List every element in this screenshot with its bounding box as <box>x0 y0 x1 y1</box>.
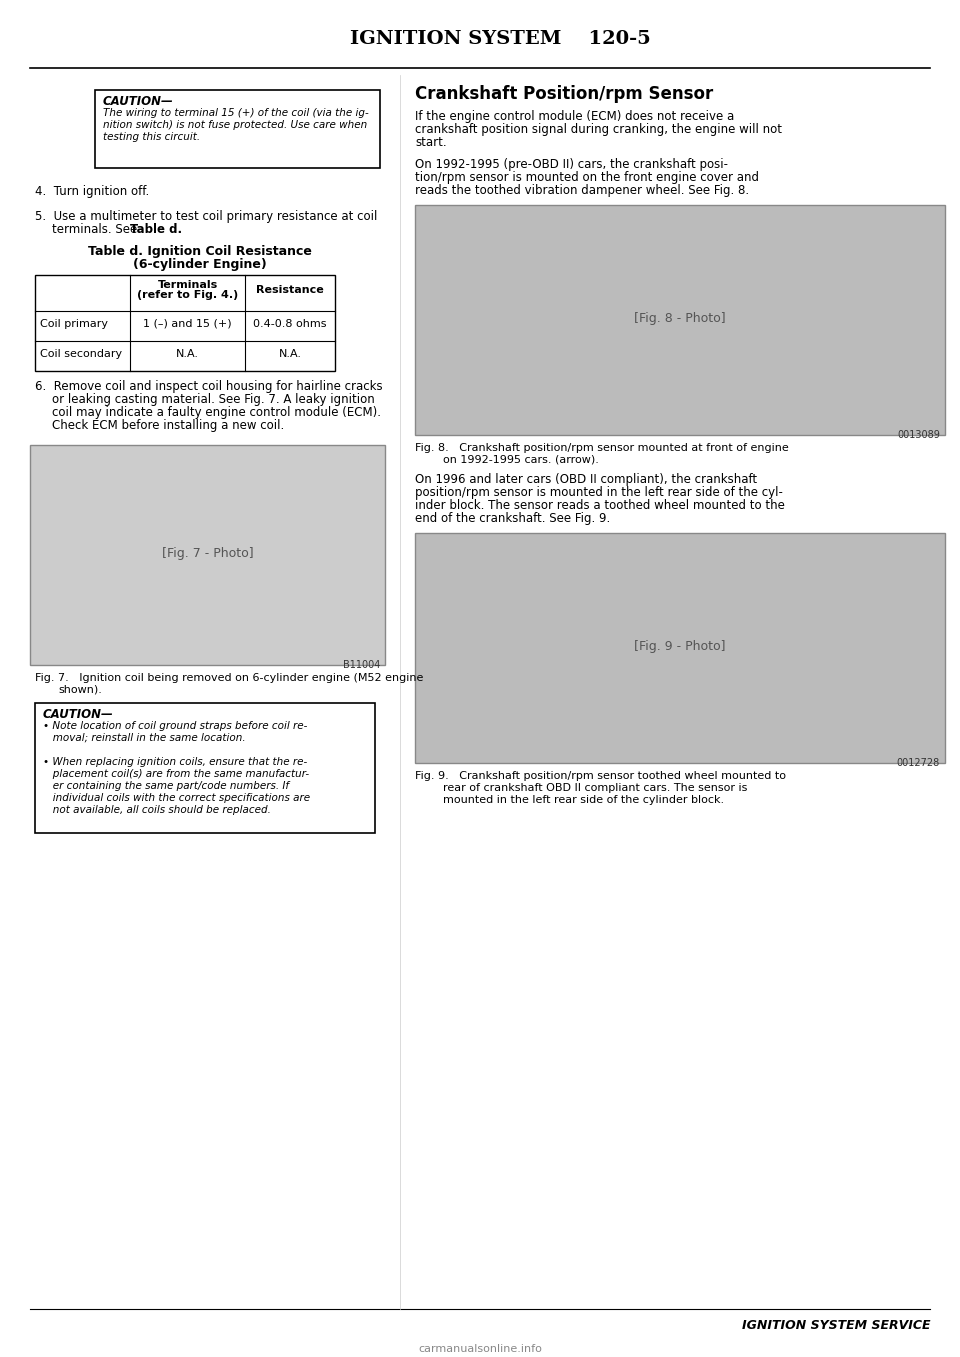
Text: IGNITION SYSTEM SERVICE: IGNITION SYSTEM SERVICE <box>741 1319 930 1333</box>
Bar <box>415 533 945 763</box>
Text: • When replacing ignition coils, ensure that the re-: • When replacing ignition coils, ensure … <box>43 757 307 767</box>
Text: Table d. Ignition Coil Resistance: Table d. Ignition Coil Resistance <box>88 244 312 258</box>
Text: [Fig. 7 - Photo]: [Fig. 7 - Photo] <box>161 547 253 559</box>
Text: 6.  Remove coil and inspect coil housing for hairline cracks: 6. Remove coil and inspect coil housing … <box>35 380 383 392</box>
Bar <box>95 90 380 168</box>
Text: Table d.: Table d. <box>130 223 182 236</box>
Text: nition switch) is not fuse protected. Use care when: nition switch) is not fuse protected. Us… <box>103 119 368 130</box>
Text: crankshaft position signal during cranking, the engine will not: crankshaft position signal during cranki… <box>415 123 782 136</box>
Text: not available, all coils should be replaced.: not available, all coils should be repla… <box>43 805 271 814</box>
Text: If the engine control module (ECM) does not receive a: If the engine control module (ECM) does … <box>415 110 734 123</box>
Text: N.A.: N.A. <box>278 349 301 358</box>
Text: tion/rpm sensor is mounted on the front engine cover and: tion/rpm sensor is mounted on the front … <box>415 171 759 185</box>
Text: Check ECM before installing a new coil.: Check ECM before installing a new coil. <box>52 419 284 432</box>
Text: (refer to Fig. 4.): (refer to Fig. 4.) <box>137 290 238 300</box>
Text: Fig. 7.   Ignition coil being removed on 6-cylinder engine (M52 engine: Fig. 7. Ignition coil being removed on 6… <box>35 673 423 683</box>
Text: On 1996 and later cars (OBD II compliant), the crankshaft: On 1996 and later cars (OBD II compliant… <box>415 472 757 486</box>
Text: The wiring to terminal 15 (+) of the coil (via the ig-: The wiring to terminal 15 (+) of the coi… <box>103 109 369 118</box>
Text: IGNITION SYSTEM    120-5: IGNITION SYSTEM 120-5 <box>349 30 650 47</box>
Text: 4.  Turn ignition off.: 4. Turn ignition off. <box>35 185 149 198</box>
Text: 0013089: 0013089 <box>898 430 940 440</box>
Text: N.A.: N.A. <box>176 349 199 358</box>
Text: [Fig. 8 - Photo]: [Fig. 8 - Photo] <box>635 312 726 324</box>
Text: position/rpm sensor is mounted in the left rear side of the cyl-: position/rpm sensor is mounted in the le… <box>415 486 782 499</box>
Text: 1 (–) and 15 (+): 1 (–) and 15 (+) <box>143 319 231 328</box>
Text: Coil primary: Coil primary <box>40 319 108 328</box>
Text: Resistance: Resistance <box>256 285 324 294</box>
Text: mounted in the left rear side of the cylinder block.: mounted in the left rear side of the cyl… <box>443 795 724 805</box>
Text: er containing the same part/code numbers. If: er containing the same part/code numbers… <box>43 780 289 791</box>
Text: start.: start. <box>415 136 446 149</box>
Text: individual coils with the correct specifications are: individual coils with the correct specif… <box>43 792 310 802</box>
Text: carmanualsonline.info: carmanualsonline.info <box>418 1345 542 1354</box>
Text: CAUTION—: CAUTION— <box>43 707 113 721</box>
Bar <box>35 275 335 370</box>
Text: inder block. The sensor reads a toothed wheel mounted to the: inder block. The sensor reads a toothed … <box>415 499 785 512</box>
Bar <box>30 445 385 665</box>
Bar <box>415 205 945 434</box>
Text: rear of crankshaft OBD II compliant cars. The sensor is: rear of crankshaft OBD II compliant cars… <box>443 783 748 792</box>
Text: or leaking casting material. See Fig. 7. A leaky ignition: or leaking casting material. See Fig. 7.… <box>52 392 374 406</box>
Text: placement coil(s) are from the same manufactur-: placement coil(s) are from the same manu… <box>43 768 309 779</box>
Text: Crankshaft Position/rpm Sensor: Crankshaft Position/rpm Sensor <box>415 85 713 103</box>
Text: end of the crankshaft. See Fig. 9.: end of the crankshaft. See Fig. 9. <box>415 512 611 525</box>
Text: on 1992-1995 cars. (arrow).: on 1992-1995 cars. (arrow). <box>443 455 599 464</box>
Text: 0.4-0.8 ohms: 0.4-0.8 ohms <box>253 319 326 328</box>
Text: • Note location of coil ground straps before coil re-: • Note location of coil ground straps be… <box>43 721 307 730</box>
Text: On 1992-1995 (pre-OBD II) cars, the crankshaft posi-: On 1992-1995 (pre-OBD II) cars, the cran… <box>415 157 728 171</box>
Text: moval; reinstall in the same location.: moval; reinstall in the same location. <box>43 733 246 742</box>
Text: Terminals: Terminals <box>157 280 218 290</box>
Text: coil may indicate a faulty engine control module (ECM).: coil may indicate a faulty engine contro… <box>52 406 381 419</box>
Text: Fig. 8.   Crankshaft position/rpm sensor mounted at front of engine: Fig. 8. Crankshaft position/rpm sensor m… <box>415 442 789 453</box>
Text: terminals. See: terminals. See <box>52 223 141 236</box>
Text: testing this circuit.: testing this circuit. <box>103 132 200 142</box>
Text: shown).: shown). <box>58 685 102 695</box>
Text: B11004: B11004 <box>343 660 380 669</box>
Text: Coil secondary: Coil secondary <box>40 349 122 358</box>
Text: reads the toothed vibration dampener wheel. See Fig. 8.: reads the toothed vibration dampener whe… <box>415 185 749 197</box>
Text: (6-cylinder Engine): (6-cylinder Engine) <box>133 258 267 271</box>
Text: Fig. 9.   Crankshaft position/rpm sensor toothed wheel mounted to: Fig. 9. Crankshaft position/rpm sensor t… <box>415 771 786 780</box>
Text: 0012728: 0012728 <box>897 757 940 768</box>
Text: CAUTION—: CAUTION— <box>103 95 174 109</box>
Bar <box>35 703 375 833</box>
Text: 5.  Use a multimeter to test coil primary resistance at coil: 5. Use a multimeter to test coil primary… <box>35 210 377 223</box>
Text: [Fig. 9 - Photo]: [Fig. 9 - Photo] <box>635 639 726 653</box>
